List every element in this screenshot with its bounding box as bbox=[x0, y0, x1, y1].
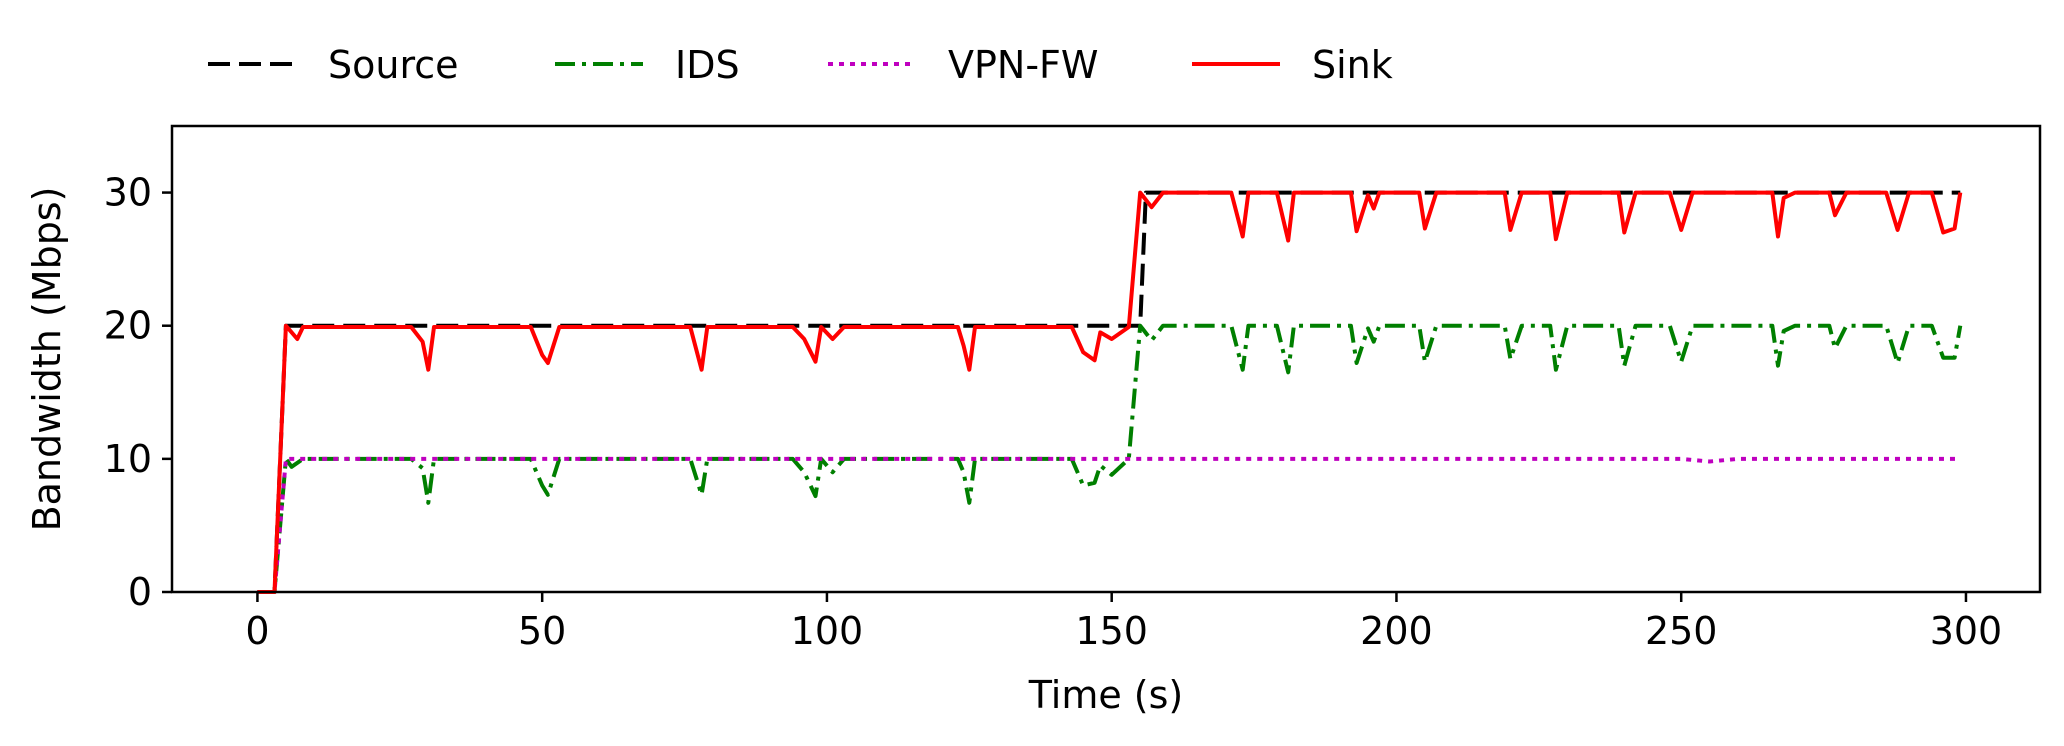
ticks-layer: 0 50 100 150 200 250 300 0 10 20 30 bbox=[104, 171, 2003, 653]
y-tick-label: 10 bbox=[104, 437, 152, 481]
x-tick-label: 100 bbox=[791, 609, 864, 653]
legend-item-source: Source bbox=[208, 43, 459, 87]
x-tick-label: 50 bbox=[518, 609, 566, 653]
series-layer bbox=[257, 190, 1963, 594]
legend-item-vpn-fw: VPN-FW bbox=[828, 43, 1098, 87]
x-tick-label: 150 bbox=[1075, 609, 1148, 653]
x-tick-label: 300 bbox=[1930, 609, 2003, 653]
legend-label: Sink bbox=[1312, 43, 1393, 87]
x-axis-title: Time (s) bbox=[1028, 673, 1184, 717]
series-line-ids bbox=[257, 323, 1963, 594]
y-tick-label: 20 bbox=[104, 304, 152, 348]
y-axis-title: Bandwidth (Mbps) bbox=[25, 187, 69, 532]
x-tick-label: 250 bbox=[1645, 609, 1718, 653]
x-tick-label: 0 bbox=[245, 609, 269, 653]
series-line-vpn-fw bbox=[257, 456, 1961, 594]
series-line-source bbox=[257, 190, 1961, 594]
legend-label: IDS bbox=[675, 43, 740, 87]
series-line-sink bbox=[257, 190, 1963, 594]
legend-item-sink: Sink bbox=[1192, 43, 1393, 87]
legend-item-ids: IDS bbox=[555, 43, 740, 87]
plot-frame bbox=[170, 124, 2042, 594]
x-tick-label: 200 bbox=[1360, 609, 1433, 653]
legend-label: VPN-FW bbox=[948, 43, 1098, 87]
y-tick-label: 0 bbox=[128, 570, 152, 614]
legend: Source IDS VPN-FW Sink bbox=[208, 43, 1393, 87]
legend-label: Source bbox=[328, 43, 459, 87]
y-tick-label: 30 bbox=[104, 171, 152, 215]
